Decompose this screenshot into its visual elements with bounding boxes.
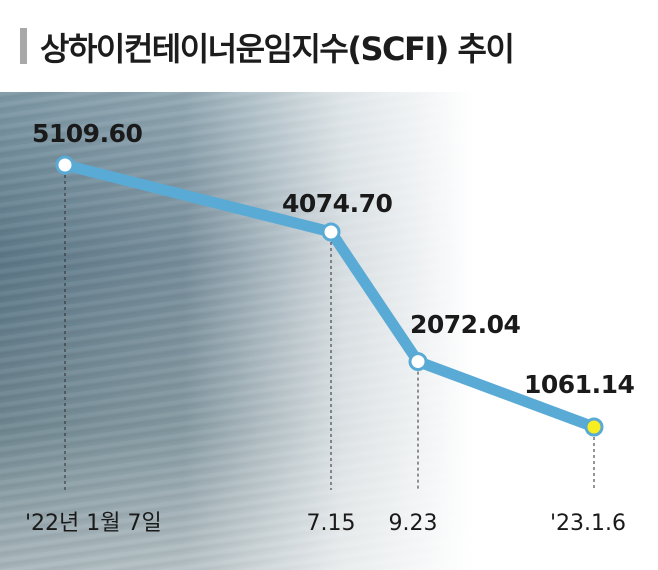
chart-title: 상하이컨테이너운임지수(SCFI) 추이 (40, 30, 515, 68)
data-label-2: 2072.04 (410, 310, 520, 339)
data-label-0: 5109.60 (32, 119, 142, 148)
data-point-3 (584, 417, 604, 437)
x-tick-label-0: '22년 1월 7일 (25, 511, 162, 536)
data-label-1: 4074.70 (282, 189, 392, 218)
x-tick-label-1: 7.15 (307, 511, 356, 536)
title-accent-bar (20, 28, 27, 64)
data-point-1 (321, 222, 341, 242)
series-line (59, 159, 600, 433)
x-tick-label-2: 9.23 (389, 511, 438, 536)
data-point-2 (408, 352, 428, 372)
x-tick-label-3: '23.1.6 (550, 511, 626, 536)
data-point-0 (55, 155, 75, 175)
data-label-3: 1061.14 (524, 370, 634, 399)
